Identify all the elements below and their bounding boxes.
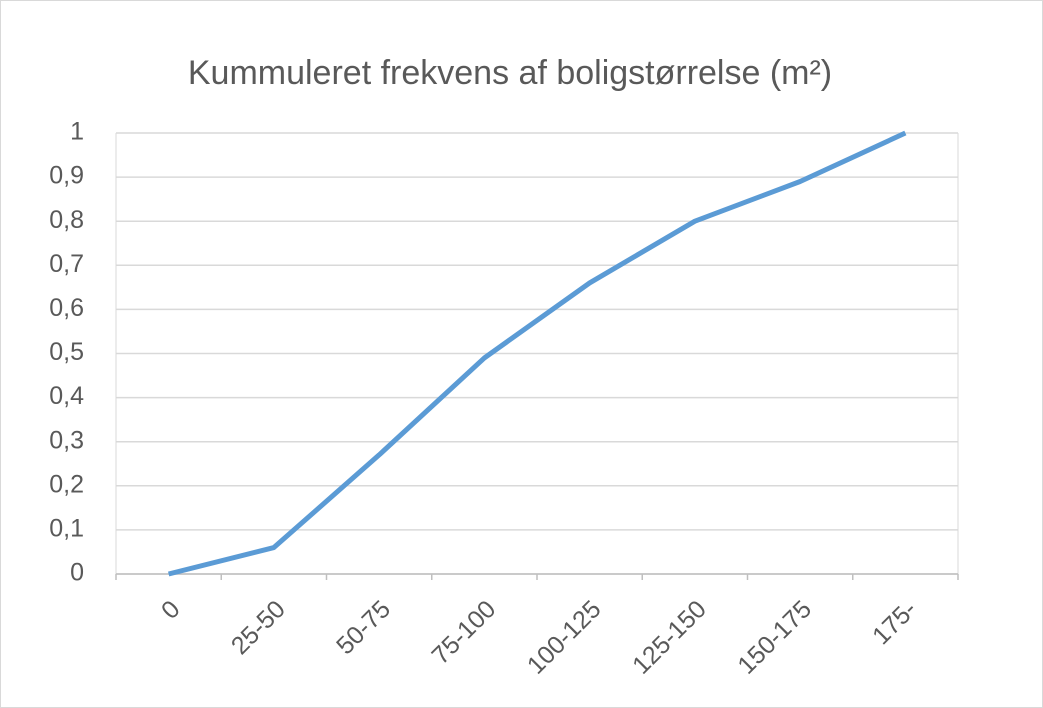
y-tick-label: 0,5: [49, 338, 84, 366]
y-tick-label: 1: [70, 118, 84, 146]
y-tick-label: 0,4: [49, 382, 84, 410]
y-tick-label: 0,6: [49, 294, 84, 322]
line: [168, 130, 907, 577]
y-tick-label: 0,9: [49, 162, 84, 190]
y-tick-label: 0,1: [49, 515, 84, 543]
y-tick-label: 0,7: [49, 250, 84, 278]
y-tick-label: 0,3: [49, 426, 84, 454]
y-tick-label: 0: [70, 559, 84, 587]
y-tick-label: 0,8: [49, 206, 84, 234]
y-tick-label: 0,2: [49, 470, 84, 498]
chart-title: Kummuleret frekvens af boligstørrelse (m…: [188, 54, 832, 92]
